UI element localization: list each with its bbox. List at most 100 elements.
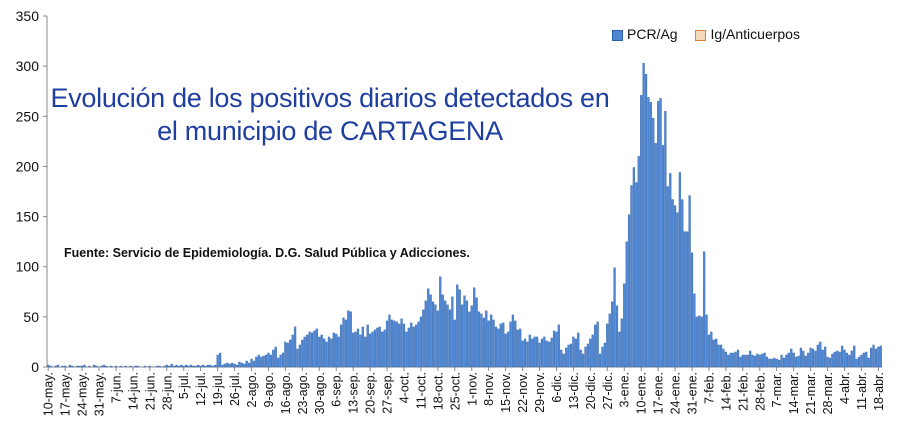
bar bbox=[874, 348, 878, 368]
bar bbox=[722, 348, 725, 368]
bar bbox=[189, 364, 193, 368]
bar bbox=[601, 346, 604, 368]
bar bbox=[54, 365, 57, 368]
bar bbox=[390, 319, 394, 368]
bar bbox=[627, 214, 631, 368]
bar bbox=[194, 365, 197, 368]
bar bbox=[506, 331, 510, 368]
bar bbox=[243, 363, 246, 368]
bar bbox=[352, 332, 355, 368]
bar bbox=[49, 365, 52, 368]
bar bbox=[371, 331, 374, 368]
bar bbox=[719, 344, 723, 368]
bar bbox=[335, 333, 338, 368]
bar bbox=[71, 365, 74, 368]
bar bbox=[410, 322, 413, 368]
bar bbox=[485, 310, 488, 368]
bar bbox=[869, 347, 873, 368]
x-tick-label: 30-ago. bbox=[313, 372, 327, 414]
bar bbox=[598, 353, 602, 368]
bar bbox=[441, 294, 444, 368]
bar bbox=[436, 310, 440, 368]
x-tick-label: 14-feb. bbox=[719, 372, 733, 411]
bar bbox=[427, 288, 430, 368]
bar bbox=[555, 331, 558, 368]
bar bbox=[434, 304, 437, 368]
bar bbox=[756, 353, 759, 368]
x-tick-label: 11-oct. bbox=[414, 372, 428, 409]
x-tick-label: 8-nov. bbox=[482, 372, 496, 406]
bar bbox=[824, 346, 827, 368]
x-tick-label: 24-ene. bbox=[669, 372, 683, 414]
bar bbox=[235, 364, 239, 368]
bar bbox=[671, 199, 674, 368]
bar bbox=[635, 182, 638, 368]
bar bbox=[88, 365, 91, 368]
bar bbox=[732, 352, 735, 368]
bar bbox=[93, 364, 96, 368]
bar bbox=[589, 338, 592, 368]
bar bbox=[412, 326, 415, 368]
bar bbox=[456, 284, 459, 368]
bar bbox=[690, 252, 694, 368]
bar bbox=[373, 329, 377, 368]
bar bbox=[226, 362, 229, 368]
bar bbox=[744, 354, 747, 368]
bar bbox=[211, 365, 214, 368]
bar bbox=[187, 365, 190, 368]
x-tick-label: 21-jun. bbox=[143, 372, 157, 410]
bar bbox=[475, 297, 478, 368]
bar bbox=[620, 318, 623, 368]
bar bbox=[676, 212, 679, 368]
bar bbox=[773, 357, 776, 368]
bar bbox=[688, 195, 691, 368]
bar bbox=[811, 348, 815, 368]
bar bbox=[686, 231, 689, 368]
bar bbox=[444, 300, 447, 368]
bar bbox=[565, 347, 568, 368]
bar bbox=[833, 351, 836, 368]
bar bbox=[286, 342, 289, 368]
bar bbox=[400, 318, 403, 368]
bar bbox=[383, 329, 386, 368]
bar bbox=[490, 314, 493, 368]
x-tick-label: 31-may. bbox=[93, 372, 107, 416]
bar bbox=[778, 359, 781, 368]
bar bbox=[657, 101, 660, 368]
bar bbox=[429, 294, 432, 368]
bar bbox=[119, 365, 122, 368]
bar bbox=[678, 172, 682, 368]
bar bbox=[451, 296, 454, 368]
bar bbox=[526, 341, 529, 368]
bar bbox=[615, 305, 619, 368]
bar bbox=[649, 102, 652, 368]
bar bbox=[473, 287, 476, 368]
bar bbox=[625, 241, 628, 368]
bar bbox=[136, 365, 139, 368]
x-tick-label: 28-jun. bbox=[160, 372, 174, 410]
bar bbox=[581, 353, 585, 368]
bar bbox=[567, 344, 570, 368]
x-tick-label: 19-jul. bbox=[211, 372, 225, 406]
bar bbox=[293, 326, 297, 368]
bar bbox=[572, 336, 575, 368]
bar bbox=[545, 340, 548, 368]
chart-title-line-2: el municipio de CARTAGENA bbox=[157, 116, 503, 146]
bar bbox=[763, 352, 766, 368]
bar bbox=[511, 314, 515, 368]
bar bbox=[804, 355, 807, 368]
bar bbox=[661, 145, 665, 368]
bar bbox=[407, 327, 410, 368]
y-tick-label: 350 bbox=[16, 8, 40, 24]
bar bbox=[272, 349, 275, 368]
bar bbox=[323, 338, 326, 368]
x-tick-label: 14-jun. bbox=[126, 372, 140, 410]
bar bbox=[562, 353, 565, 368]
bar bbox=[332, 332, 335, 368]
bar bbox=[446, 304, 449, 368]
bar bbox=[366, 324, 369, 368]
bar bbox=[458, 289, 461, 368]
bar bbox=[180, 364, 183, 368]
bar bbox=[574, 338, 577, 368]
bar bbox=[402, 323, 406, 368]
